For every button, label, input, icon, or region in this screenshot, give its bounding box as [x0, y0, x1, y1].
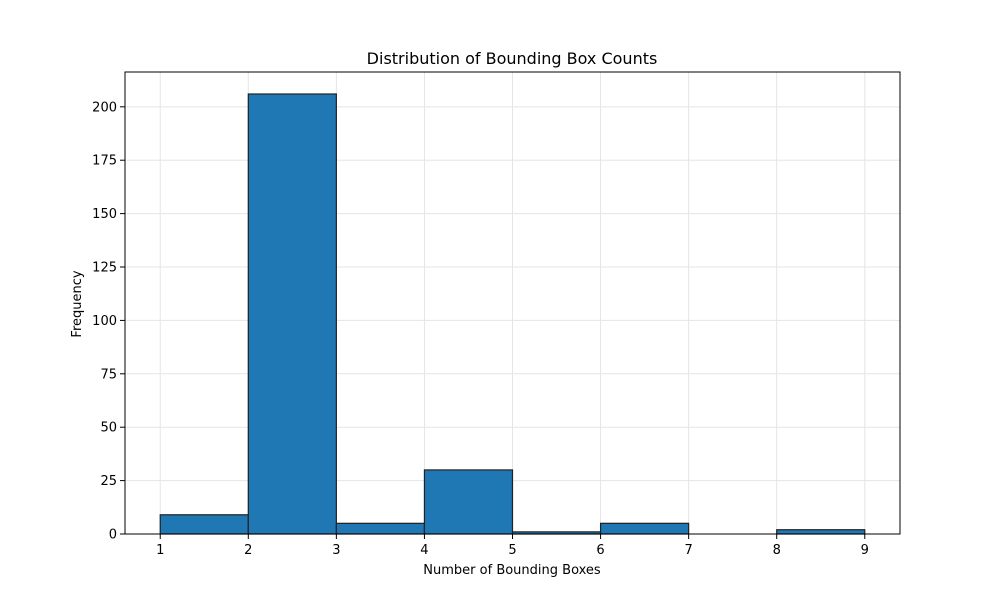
- histogram-bar: [423, 469, 514, 535]
- y-tick-label: 200: [92, 100, 117, 115]
- x-tick-label: 7: [684, 543, 692, 558]
- y-tick-label: 125: [92, 261, 117, 276]
- x-tick-label: 3: [332, 543, 340, 558]
- y-tick-label: 25: [100, 474, 117, 489]
- x-tick-label: 5: [508, 543, 516, 558]
- x-tick-label: 1: [156, 543, 164, 558]
- y-axis-label: Frequency: [70, 270, 85, 337]
- y-tick-label: 75: [100, 367, 117, 382]
- y-tick-label: 50: [100, 421, 117, 436]
- histogram-bar: [776, 529, 866, 535]
- y-tick-label: 175: [92, 154, 117, 169]
- bars-layer: [159, 93, 866, 535]
- y-tick-label: 150: [92, 207, 117, 222]
- histogram-bar: [599, 522, 690, 535]
- grid-layer: [125, 72, 900, 535]
- axes-layer: 1 2 3 4 5 6 7 8 9 0 25 50 75 100 125 150 175 200: [92, 71, 901, 558]
- histogram-bar: [247, 93, 337, 535]
- histogram-bar: [335, 522, 426, 535]
- x-tick-label: 9: [861, 543, 869, 558]
- x-tick-label: 8: [773, 543, 781, 558]
- y-tick-label: 100: [92, 314, 117, 329]
- x-tick-label: 6: [596, 543, 604, 558]
- x-axis-label: Number of Bounding Boxes: [423, 563, 601, 578]
- x-tick-label: 4: [420, 543, 428, 558]
- y-tick-label: 0: [109, 528, 117, 543]
- chart-title: Distribution of Bounding Box Counts: [367, 49, 658, 68]
- histogram-bar: [159, 514, 249, 535]
- x-tick-label: 2: [244, 543, 252, 558]
